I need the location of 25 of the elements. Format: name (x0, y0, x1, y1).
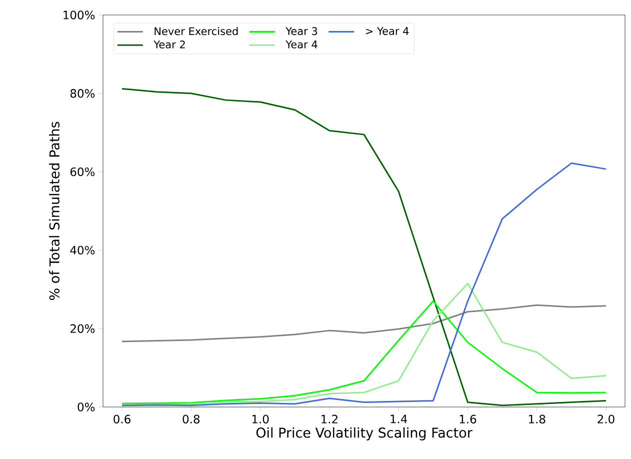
y-tick-label: 40% (70, 246, 95, 255)
legend-label: Year 2 (154, 40, 185, 48)
legend-label: Year 4 (286, 40, 318, 48)
y-tick-label: 60% (70, 167, 95, 176)
x-tick-label: 1.0 (252, 414, 269, 424)
x-tick-label: 1.6 (460, 414, 476, 424)
x-tick-label: 1.4 (390, 414, 408, 424)
legend-label: Never Exercised (154, 27, 238, 36)
y-tick-label: 0% (78, 402, 95, 412)
y-tick-label: 20% (70, 324, 95, 333)
line-series (121, 88, 607, 406)
y-tick-label: 100% (64, 10, 95, 20)
line-series (121, 304, 607, 342)
x-tick-label: 2.0 (598, 414, 614, 424)
x-axis-title: Oil Price Volatility Scaling Factor (256, 427, 472, 440)
x-tick-label: 1.8 (528, 414, 546, 424)
x-tick-label: 1.2 (322, 414, 338, 424)
line-series (121, 300, 607, 404)
y-axis-title: % of Total Simulated Paths (49, 122, 60, 300)
legend-label: Year 3 (286, 27, 318, 36)
x-tick-label: 0.8 (182, 414, 200, 424)
line-series (121, 282, 607, 406)
y-tick-label: 80% (70, 89, 95, 98)
x-tick-label: 0.6 (114, 414, 130, 424)
legend-label: > Year 4 (366, 27, 409, 35)
